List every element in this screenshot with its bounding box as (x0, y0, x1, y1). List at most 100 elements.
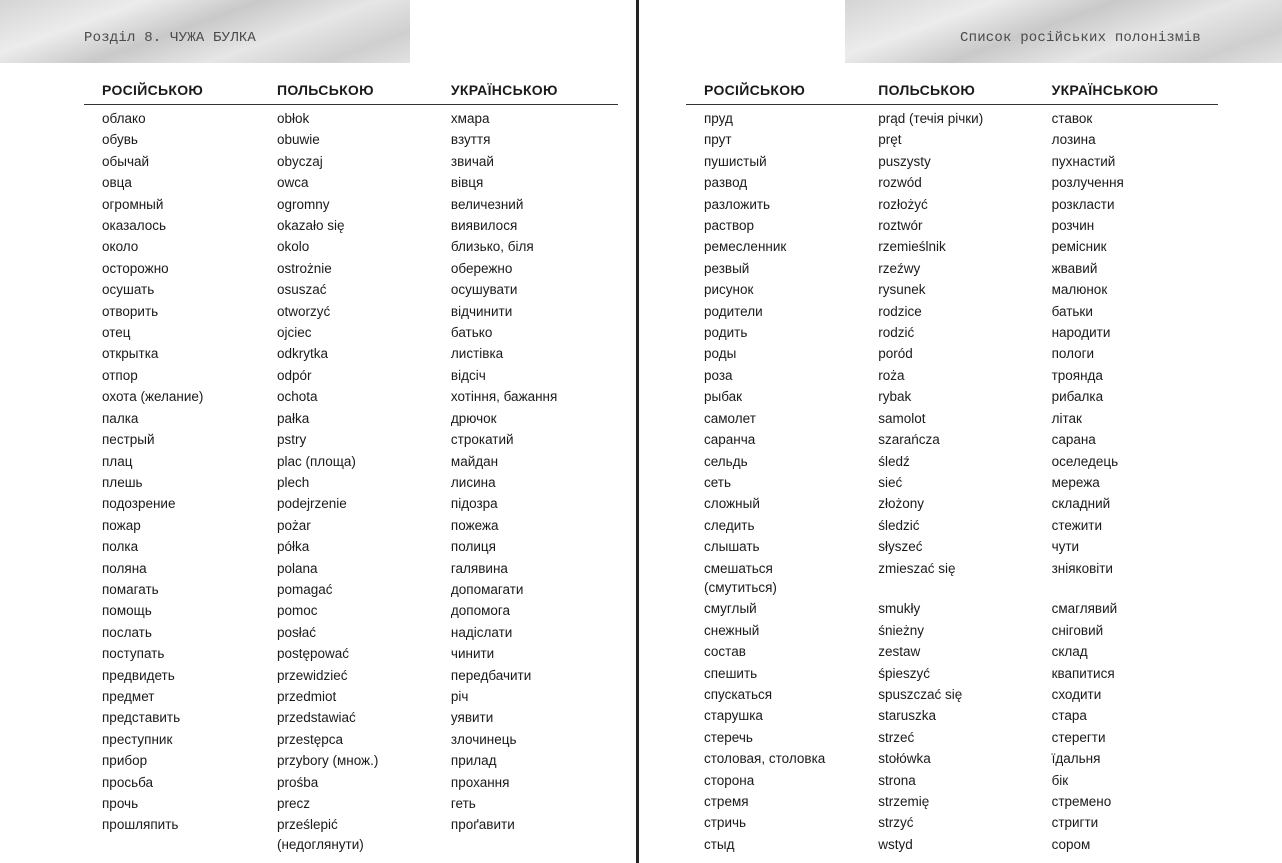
russian-word: стеречь (704, 729, 753, 745)
polish-word: obłok (276, 111, 310, 126)
polish-word: podejrzenie (276, 496, 347, 512)
polish-word: rodzice (878, 303, 922, 319)
polish-word: ojciec (276, 325, 312, 341)
ukrainian-word: вівця (450, 175, 484, 191)
ukrainian-word: розчин (1051, 218, 1095, 234)
russian-word: огромный (102, 196, 164, 212)
polish-word: ostrożnie (276, 260, 332, 276)
russian-word: обувь (102, 132, 138, 148)
ukrainian-word: рибалка (1051, 389, 1104, 405)
polish-word: zmieszać się (878, 560, 956, 576)
ukrainian-word: зніяковіти (1051, 560, 1113, 576)
polish-word: zestaw (878, 644, 921, 660)
ukrainian-word: прилад (450, 753, 497, 769)
ukrainian-word: ставок (1051, 111, 1093, 126)
ukrainian-word: народити (1051, 325, 1111, 341)
table-row: спешить śpieszyć квапитися (704, 664, 1218, 685)
polish-word: rozłożyć (878, 196, 928, 212)
russian-word: самолет (704, 410, 756, 426)
polish-word: półka (276, 539, 310, 555)
table-row: отворить otworzyć відчинити (102, 302, 618, 323)
right-page: Список російських полонізмів РОСІЙСЬКОЮ … (640, 0, 1282, 863)
table-row: смуглый smukły смаглявий (704, 599, 1218, 620)
russian-word: плешь (102, 474, 143, 490)
ukrainian-word: оселедець (1051, 453, 1119, 469)
ukrainian-word: злочинець (450, 731, 517, 747)
polish-word: przedmiot (276, 688, 337, 704)
russian-word: столовая, столовка (704, 751, 826, 767)
table-row: рыбак rybak рибалка (704, 387, 1218, 408)
russian-word: прибор (102, 753, 148, 769)
table-row: резвый rzeźwy жвавий (704, 259, 1218, 280)
polish-word: złożony (878, 496, 925, 512)
polish-word: strzemię (878, 794, 930, 809)
table-row: сельдь śledź оселедець (704, 452, 1218, 473)
polish-word: śledź (878, 453, 910, 469)
ukrainian-word: батьки (1051, 303, 1093, 319)
table-row: столовая, столовка stołówka їдальня (704, 749, 1218, 770)
ukrainian-word: геть (450, 796, 476, 811)
russian-word: стремя (704, 794, 749, 809)
russian-word: сторона (704, 772, 755, 788)
russian-word: представить (102, 710, 181, 726)
table-row: прут pręt лозина (704, 130, 1218, 151)
table-row: развод rozwód розлучення (704, 173, 1218, 194)
russian-word: помощь (102, 603, 152, 619)
ukrainian-word: лозина (1051, 132, 1096, 148)
table-row: представить przedstawiać уявити (102, 708, 618, 729)
ukrainian-word: звичай (450, 153, 494, 169)
polish-word: pręt (878, 132, 902, 148)
polish-word: rybak (878, 389, 912, 405)
ukrainian-word: осушувати (450, 282, 518, 298)
russian-word: открытка (102, 346, 159, 362)
ukrainian-word: відчинити (450, 303, 513, 319)
ukrainian-word: розлучення (1051, 175, 1124, 191)
table-row: родители rodzice батьки (704, 302, 1218, 323)
table-row: стеречь strzeć стерегти (704, 728, 1218, 749)
russian-word: подозрение (102, 496, 176, 512)
ukrainian-word: дрючок (450, 410, 497, 426)
ukrainian-word: складний (1051, 496, 1111, 512)
russian-word: оказалось (102, 218, 167, 234)
table-row: следить śledzić стежити (704, 516, 1218, 537)
ukrainian-word: ремісник (1051, 239, 1107, 255)
table-row: около okolo близько, біля (102, 237, 618, 258)
ukrainian-word: бік (1051, 772, 1069, 788)
column-header-russian: РОСІЙСЬКОЮ (102, 82, 204, 98)
table-row: пушистый puszysty пухнастий (704, 152, 1218, 173)
russian-word: предвидеть (102, 667, 175, 683)
russian-word: отпор (102, 367, 138, 383)
polish-word: przestępca (276, 731, 343, 747)
polish-word: strzyć (878, 815, 914, 831)
table-row: осторожно ostrożnie обережно (102, 259, 618, 280)
polish-word: pożar (276, 517, 311, 533)
ukrainian-word: їдальня (1051, 751, 1101, 767)
polish-word: okolo (276, 239, 310, 255)
ukrainian-word: чути (1051, 539, 1080, 555)
russian-word: пруд (704, 111, 733, 126)
russian-word: саранча (704, 432, 756, 448)
table-header: РОСІЙСЬКОЮ ПОЛЬСЬКОЮ УКРАЇНСЬКОЮ (686, 80, 1218, 105)
polish-word: prąd (течія річки) (878, 111, 984, 126)
russian-word: пожар (102, 517, 141, 533)
russian-word: осторожно (102, 260, 169, 276)
ukrainian-word: пологи (1051, 346, 1095, 362)
ukrainian-word: лисина (450, 474, 496, 490)
table-row: преступник przestępca злочинець (102, 730, 618, 751)
table-body: пруд prąd (течія річки) ставок прут pręt лози… (686, 105, 1218, 856)
polish-word: pomagać (276, 581, 333, 597)
ukrainian-word: пожежа (450, 517, 499, 533)
ukrainian-word: троянда (1051, 367, 1103, 383)
table-row: обычай obyczaj звичай (102, 152, 618, 173)
polish-word: rzemieślnik (878, 239, 946, 255)
ukrainian-word: річ (450, 688, 469, 704)
table-row: стремя strzemię стремено (704, 792, 1218, 813)
russian-word: сложный (704, 496, 760, 512)
ukrainian-word: квапитися (1051, 665, 1115, 681)
russian-word: смешаться (смутиться) (704, 560, 777, 595)
russian-word: старушка (704, 708, 763, 724)
ukrainian-word: стерегти (1051, 729, 1106, 745)
polish-word: smukły (878, 601, 921, 617)
polish-word: sieć (878, 474, 903, 490)
ukrainian-word: галявина (450, 560, 508, 576)
